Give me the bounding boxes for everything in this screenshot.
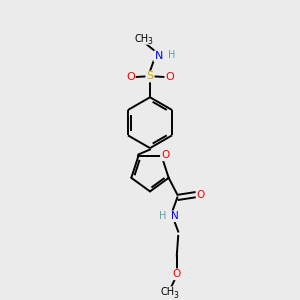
Text: H: H xyxy=(168,50,175,60)
Text: O: O xyxy=(126,72,135,82)
Text: N: N xyxy=(171,211,178,221)
Text: S: S xyxy=(146,71,154,82)
Text: O: O xyxy=(161,150,169,160)
Text: 3: 3 xyxy=(174,291,178,300)
Text: H: H xyxy=(159,211,166,221)
Text: O: O xyxy=(196,190,205,200)
Text: 3: 3 xyxy=(148,37,152,46)
Text: N: N xyxy=(154,51,163,61)
Text: CH: CH xyxy=(160,287,175,297)
Text: CH: CH xyxy=(134,34,148,44)
Text: O: O xyxy=(165,72,174,82)
Text: O: O xyxy=(172,269,181,279)
